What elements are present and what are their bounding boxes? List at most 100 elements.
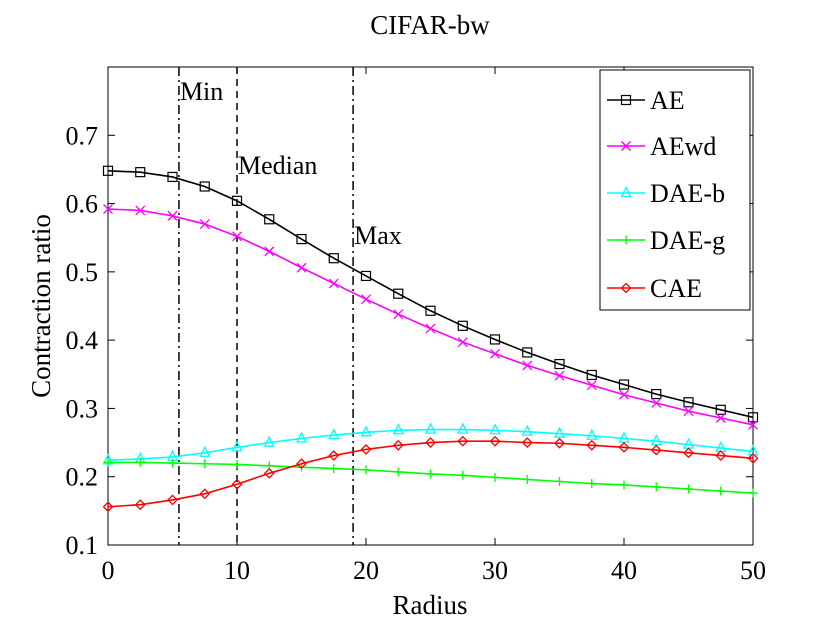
point-cae xyxy=(360,443,372,455)
series-cae xyxy=(102,435,759,513)
point-dae-b xyxy=(553,426,566,438)
point-dae-g xyxy=(232,459,242,469)
point-aewd-b xyxy=(457,337,468,348)
series-ae xyxy=(102,165,759,423)
point-cae xyxy=(392,439,404,451)
point-aewd-b xyxy=(296,262,307,273)
point-ae xyxy=(489,334,501,345)
point-ae xyxy=(360,270,372,282)
point-ae xyxy=(522,347,533,358)
point-dae-g xyxy=(490,472,500,482)
point-aewd xyxy=(393,309,404,320)
point-dae-g xyxy=(748,488,758,498)
point-cae xyxy=(554,437,565,449)
point-cae xyxy=(747,452,759,464)
point-ae xyxy=(135,167,146,178)
point-ae xyxy=(102,165,114,176)
y-tick-label: 0.3 xyxy=(66,394,99,423)
point-aewd-b xyxy=(554,370,565,381)
y-tick-label: 0.7 xyxy=(66,121,99,150)
legend-entry-dae-g: DAE-g xyxy=(607,226,725,255)
legend-entry-ae: AE xyxy=(607,86,685,115)
point-dae-g xyxy=(651,482,661,492)
point-aewd xyxy=(296,262,307,273)
point-cae xyxy=(199,488,211,500)
point-ae xyxy=(296,233,307,245)
y-tick-label: 0.1 xyxy=(66,531,99,560)
y-tick-label: 0.6 xyxy=(66,190,99,219)
point-aewd xyxy=(651,398,662,408)
point-aewd xyxy=(167,210,178,221)
point-dae-b xyxy=(457,422,469,434)
series-layer xyxy=(102,165,759,513)
point-ae xyxy=(264,214,275,225)
point-aewd xyxy=(328,278,339,289)
point-cae xyxy=(457,435,469,447)
point-aewd-b xyxy=(490,348,500,359)
legend-marker-aewd xyxy=(621,141,631,151)
point-aewd xyxy=(619,389,629,400)
x-tick-label: 0 xyxy=(102,556,115,585)
point-aewd xyxy=(554,370,565,381)
point-aewd-b xyxy=(393,309,404,320)
point-aewd-b xyxy=(264,246,275,257)
point-aewd xyxy=(457,337,468,348)
point-ae xyxy=(425,305,436,316)
y-tick-label: 0.2 xyxy=(66,463,99,492)
annotation-median: Median xyxy=(238,151,317,180)
point-ae xyxy=(651,388,662,400)
point-aewd-b xyxy=(199,219,210,230)
x-tick-label: 10 xyxy=(224,556,250,585)
point-cae xyxy=(296,458,307,470)
legend: AE AEwd DAE-b DAE-g CAE xyxy=(599,69,751,311)
point-cae xyxy=(134,499,146,511)
point-dae-g xyxy=(458,470,468,480)
legend-label-cae: CAE xyxy=(650,274,702,303)
point-dae-b xyxy=(199,445,211,457)
point-dae-g xyxy=(426,469,435,479)
x-tick-label: 50 xyxy=(740,556,766,585)
point-ae xyxy=(554,358,565,370)
point-dae-g xyxy=(135,457,145,467)
legend-label-dae-b: DAE-b xyxy=(650,179,725,208)
legend-entry-cae: CAE xyxy=(607,274,702,303)
point-ae xyxy=(393,288,404,299)
point-dae-b xyxy=(521,424,533,436)
legend-label-ae: AE xyxy=(650,86,685,115)
point-aewd-b xyxy=(328,278,339,289)
point-ae xyxy=(618,379,630,390)
point-aewd-b xyxy=(586,380,597,391)
point-aewd-b xyxy=(522,360,533,371)
series-line-ae xyxy=(107,169,754,419)
point-dae-b xyxy=(586,428,598,440)
point-dae-b xyxy=(295,431,308,443)
legend-marker-cae xyxy=(620,282,632,294)
legend-marker-ae xyxy=(620,94,632,106)
point-dae-b xyxy=(424,422,437,434)
point-cae xyxy=(231,478,243,490)
axes-layer: 0 10 20 30 40 50 0.1 0.2 0.3 0.4 0.5 0.6 0.7 xyxy=(66,67,766,585)
point-ae xyxy=(457,320,468,331)
legend-marker-dae-g xyxy=(621,235,631,245)
x-tick-label: 30 xyxy=(482,556,508,585)
y-axis-label: Contraction ratio xyxy=(26,214,56,398)
point-dae-g xyxy=(555,476,564,486)
legend-label-aewd: AEwd xyxy=(650,132,716,161)
point-ae xyxy=(586,369,597,381)
y-tick-label: 0.5 xyxy=(66,258,99,287)
point-ae xyxy=(715,404,726,415)
point-aewd xyxy=(490,348,500,359)
legend-marker-dae-b xyxy=(620,186,632,198)
point-aewd-b xyxy=(619,389,629,400)
point-aewd-b xyxy=(651,398,662,408)
point-aewd-b xyxy=(135,205,146,216)
point-dae-b xyxy=(392,423,404,435)
point-aewd-b xyxy=(103,204,113,214)
chart-title: CIFAR-bw xyxy=(370,10,490,40)
point-cae xyxy=(263,467,275,479)
point-aewd xyxy=(232,231,242,242)
point-dae-b xyxy=(489,423,501,435)
point-dae-b xyxy=(328,428,340,440)
point-dae-g xyxy=(522,474,532,484)
point-cae xyxy=(715,450,727,461)
